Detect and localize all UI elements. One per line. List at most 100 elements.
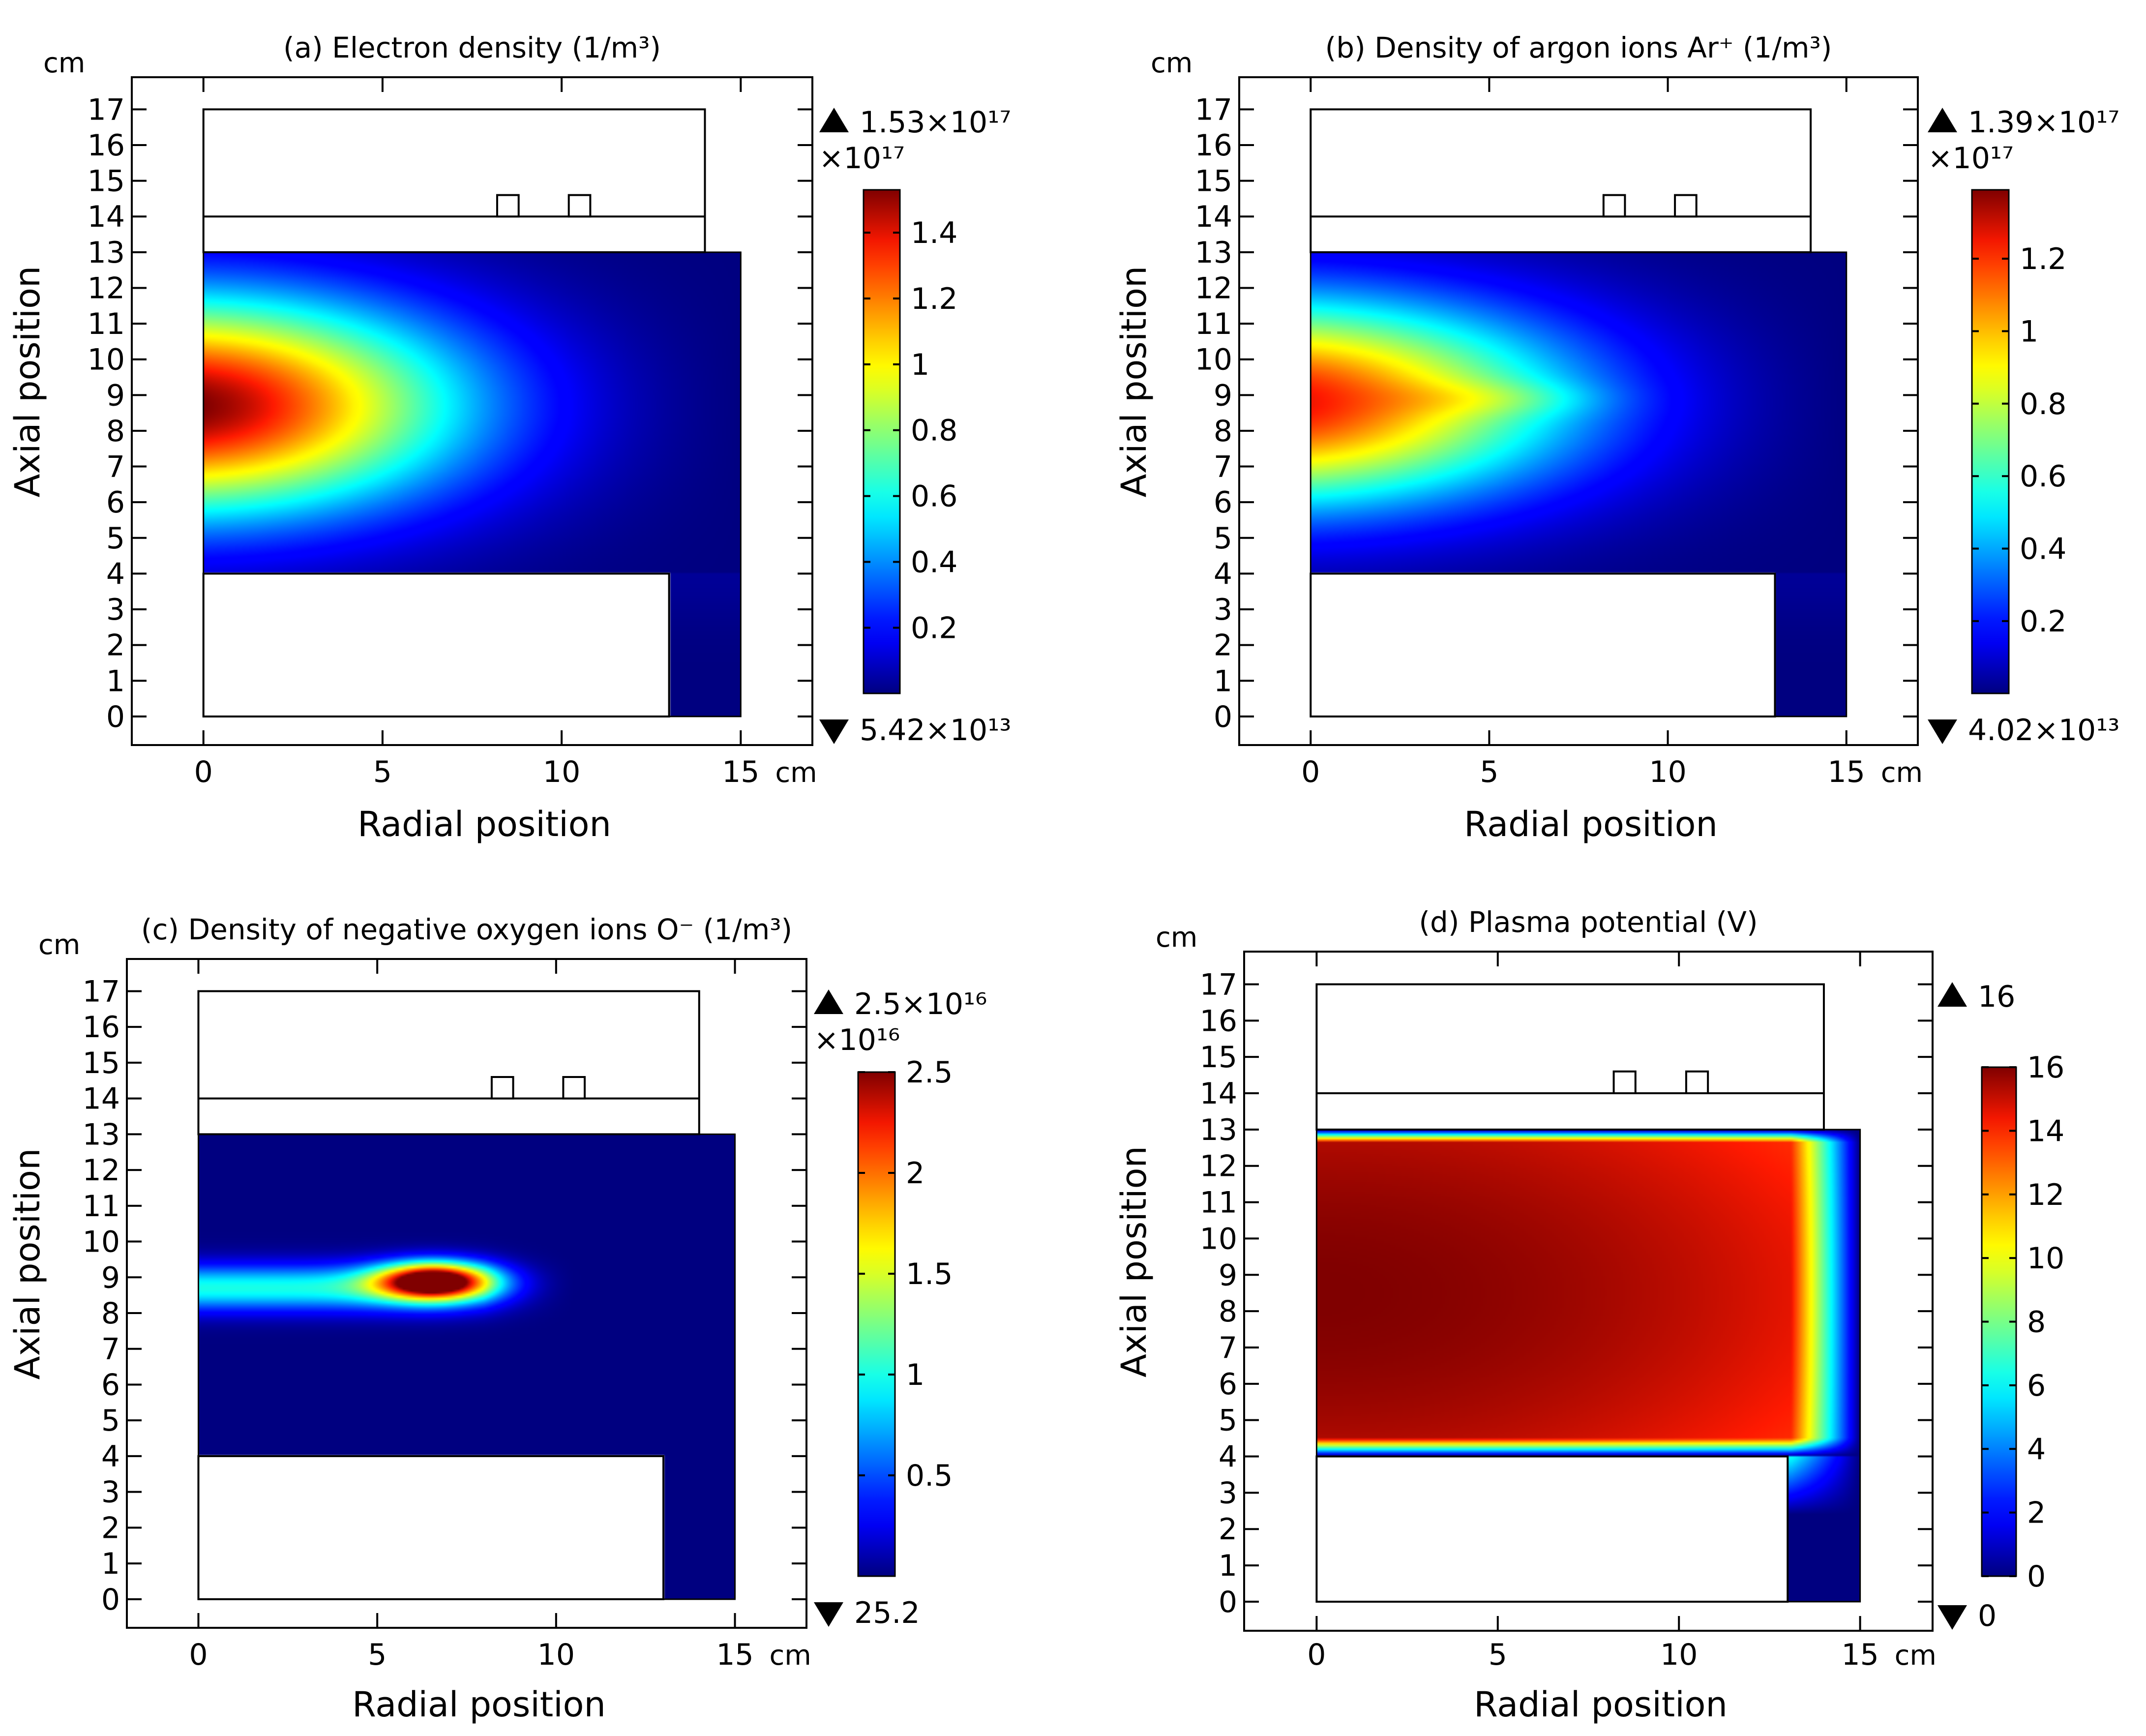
y-tick-label: 17 [1200,967,1237,1002]
y-tick-label: 16 [1195,128,1232,163]
y-tick-label: 10 [83,1225,120,1259]
y-tick-label: 3 [1214,593,1232,627]
y-unit: cm [38,929,80,961]
colorbar-tick-label: 1 [911,348,929,382]
plasma-outline [203,251,742,718]
y-tick-label: 0 [101,1583,120,1617]
upper-block [197,990,700,1136]
x-tick-label: 15 [1828,755,1865,789]
y-tick-label: 9 [106,378,125,413]
chart-title: (a) Electron density (1/m³) [283,31,661,64]
y-tick-label: 4 [1219,1440,1237,1474]
x-unit: cm [775,757,817,789]
colorbar-tick-label: 1 [906,1358,924,1392]
lower-block [1310,572,1776,718]
colorbar [863,189,901,694]
plasma-outline [197,1133,736,1600]
y-tick-label: 15 [1200,1040,1237,1075]
colorbar-tick-label: 1 [2020,314,2038,349]
y-axis-label: Axial position [7,1148,48,1380]
x-tick-label: 5 [368,1638,387,1672]
colorbar-max-label: 2.5×10¹⁶ [854,987,987,1021]
y-tick-label: 14 [83,1082,120,1116]
small-square-0 [496,194,520,218]
y-tick-label: 1 [1219,1549,1237,1583]
x-tick-label: 0 [1307,1638,1326,1672]
small-square-0 [1612,1070,1637,1095]
y-tick-label: 7 [1219,1331,1237,1365]
x-axis-label: Radial position [358,804,611,844]
y-tick-label: 16 [88,128,125,163]
y-tick-label: 9 [1214,378,1232,413]
y-tick-label: 11 [1195,307,1232,341]
chart-title: (b) Density of argon ions Ar⁺ (1/m³) [1325,31,1832,64]
colorbar-tick-label: 8 [2027,1305,2046,1340]
y-tick-label: 11 [1200,1186,1237,1220]
colorbar-scale-label: ×10¹⁶ [814,1023,900,1057]
colorbar-tick-label: 10 [2027,1241,2064,1276]
colorbar-scale-label: ×10¹⁷ [819,141,905,176]
colorbar-tick-label: 14 [2027,1114,2064,1148]
colorbar [1971,189,2010,694]
upper-block [1310,108,1812,253]
plot-frame [126,958,807,1629]
y-tick-label: 8 [101,1296,120,1331]
y-tick-label: 9 [101,1260,120,1295]
y-tick-label: 1 [101,1547,120,1581]
y-tick-label: 1 [1214,664,1232,698]
y-tick-label: 7 [1214,450,1232,484]
y-tick-label: 14 [1200,1077,1237,1111]
x-tick-label: 15 [1841,1638,1878,1672]
y-tick-label: 15 [88,164,125,199]
colorbar-max-label: 16 [1978,980,2015,1014]
colorbar-tick-label: 16 [2027,1050,2064,1085]
plot-frame [1238,76,1919,746]
small-square-0 [1602,194,1626,218]
plot-frame [1243,951,1934,1632]
y-tick-label: 5 [1214,521,1232,556]
colorbar-min-label: 4.02×10¹³ [1968,713,2119,748]
colorbar-tick-label: 2 [2027,1496,2046,1530]
y-tick-label: 11 [83,1189,120,1224]
y-tick-label: 10 [1195,343,1232,377]
y-tick-label: 3 [101,1475,120,1510]
colorbar-tick-label: 0.5 [906,1459,953,1493]
y-tick-label: 9 [1219,1258,1237,1292]
y-tick-label: 17 [1195,92,1232,127]
y-tick-label: 11 [88,307,125,341]
y-unit: cm [1151,47,1192,79]
min-marker-icon [1928,719,1957,744]
colorbar-min-label: 0 [1978,1599,1997,1633]
y-tick-label: 8 [106,414,125,449]
y-tick-label: 10 [88,343,125,377]
y-tick-label: 3 [106,593,125,627]
colorbar-tick-label: 0.4 [911,545,957,580]
x-tick-label: 0 [194,755,213,789]
colorbar-tick-label: 0 [2027,1559,2046,1594]
colorbar-min-label: 5.42×10¹³ [860,713,1011,748]
y-tick-label: 13 [1200,1113,1237,1147]
colorbar-tick-label: 4 [2027,1432,2046,1467]
y-tick-label: 5 [1219,1404,1237,1438]
y-tick-label: 5 [106,521,125,556]
y-unit: cm [43,47,85,79]
y-tick-label: 16 [1200,1004,1237,1038]
colorbar-max-label: 1.39×10¹⁷ [1968,105,2119,140]
y-tick-label: 8 [1214,414,1232,449]
colorbar-max-label: 1.53×10¹⁷ [860,105,1011,140]
min-marker-icon [1937,1605,1967,1630]
y-tick-label: 3 [1219,1476,1237,1510]
y-tick-label: 16 [83,1010,120,1045]
y-tick-label: 4 [106,557,125,591]
small-square-1 [562,1076,586,1100]
y-tick-label: 12 [83,1153,120,1188]
y-tick-label: 14 [1195,200,1232,234]
y-tick-label: 2 [106,629,125,663]
y-tick-label: 15 [83,1046,120,1080]
lower-block [1315,1455,1789,1603]
colorbar-tick-label: 0.4 [2020,532,2066,567]
colorbar-min-label: 25.2 [854,1596,920,1630]
